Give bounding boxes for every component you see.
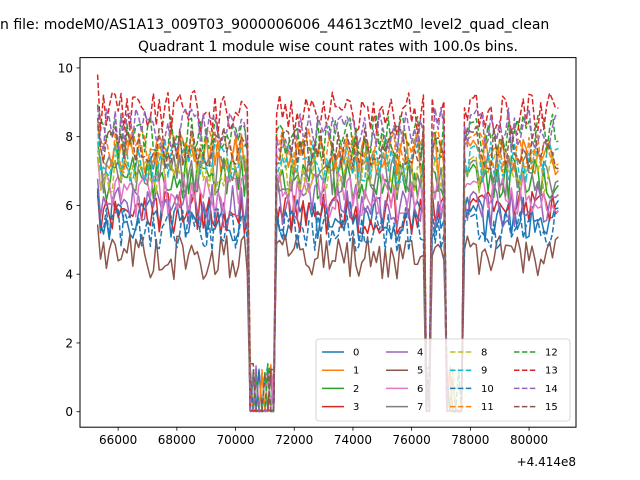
x-tick-label: 80000: [510, 433, 548, 447]
legend-label-7: 7: [417, 402, 423, 413]
y-tick-label: 4: [65, 268, 73, 282]
plot-area-frame: [79, 57, 577, 428]
y-tick-label: 0: [65, 405, 73, 419]
legend-label-3: 3: [353, 402, 359, 413]
legend-label-9: 9: [481, 366, 487, 377]
legend-label-8: 8: [481, 348, 487, 359]
y-tick-label: 6: [65, 199, 73, 213]
legend-label-1: 1: [353, 366, 359, 377]
series-lines: [96, 74, 560, 413]
x-tick-label: 72000: [275, 433, 313, 447]
legend-label-14: 14: [545, 384, 558, 395]
x-tick-label: 78000: [451, 433, 489, 447]
series-line-6: [96, 156, 559, 413]
legend-label-6: 6: [417, 384, 423, 395]
series-line-11: [96, 123, 559, 413]
x-tick-label: 70000: [216, 433, 254, 447]
y-tick-label: 10: [58, 61, 73, 75]
series-line-10: [96, 188, 559, 413]
legend-label-15: 15: [545, 402, 558, 413]
chart-title: Quadrant 1 module wise count rates with …: [138, 39, 518, 55]
series-line-8: [96, 141, 559, 413]
y-tick-label: 2: [65, 336, 73, 350]
legend-label-2: 2: [353, 384, 359, 395]
y-tick-label: 8: [65, 130, 73, 144]
x-axis-offset-label: +4.414e8: [517, 455, 576, 469]
legend-label-12: 12: [545, 348, 558, 359]
x-axis: 66000 68000 70000 72000 74000 76000 78000 80000: [99, 427, 548, 447]
x-tick-label: 66000: [99, 433, 137, 447]
legend-label-4: 4: [417, 348, 423, 359]
legend-label-11: 11: [481, 402, 494, 413]
series-line-15: [96, 117, 559, 413]
legend-label-10: 10: [481, 384, 494, 395]
figure-suptitle: n file: modeM0/AS1A13_009T03_9000006006_…: [0, 17, 549, 33]
series-line-14: [96, 106, 559, 413]
x-tick-label: 74000: [334, 433, 372, 447]
legend-box: [315, 338, 571, 422]
series-line-7: [96, 150, 559, 413]
legend-label-13: 13: [545, 366, 558, 377]
series-line-5: [96, 224, 559, 413]
series-line-12: [96, 104, 559, 413]
y-axis: 0 2 4 6 8 10: [58, 61, 80, 419]
x-tick-label: 76000: [393, 433, 431, 447]
legend-label-5: 5: [417, 366, 423, 377]
legend-label-0: 0: [353, 348, 359, 359]
x-tick-label: 68000: [158, 433, 196, 447]
